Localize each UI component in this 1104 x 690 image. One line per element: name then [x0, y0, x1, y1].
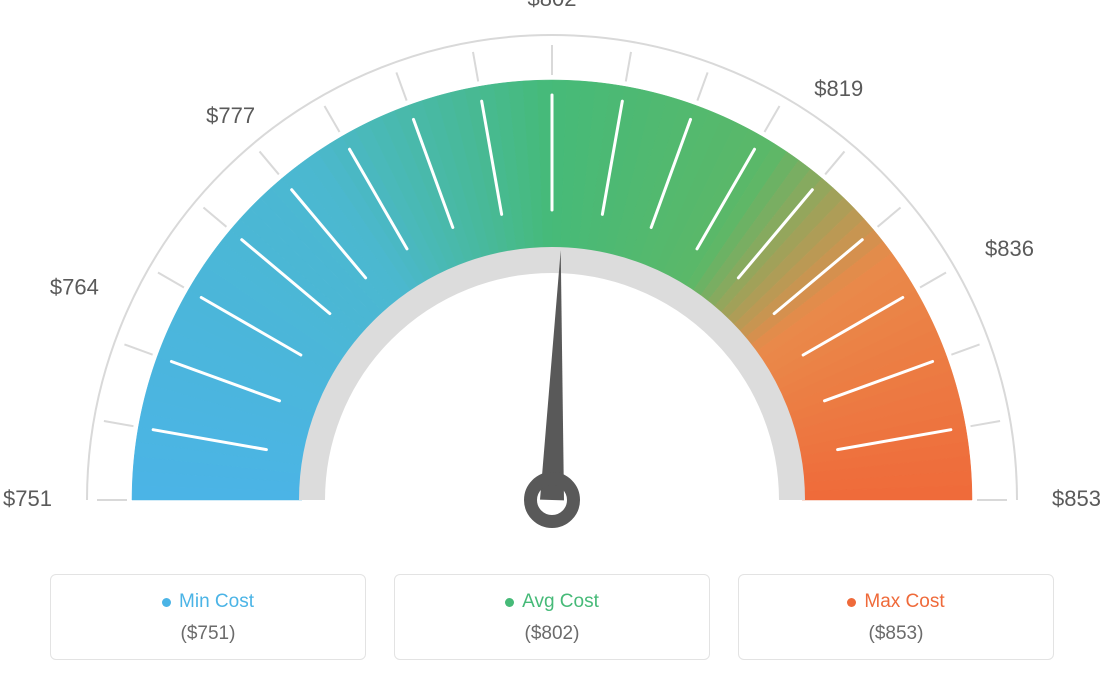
gauge-chart: $751 $764 $777 $802 $819 $836 $853 [0, 0, 1104, 560]
gauge-tick-label: $751 [3, 486, 52, 511]
dot-icon [162, 598, 171, 607]
gauge-tick-label: $819 [814, 76, 863, 101]
gauge-tick-label: $853 [1052, 486, 1101, 511]
gauge-tick-label: $764 [50, 275, 99, 300]
legend-title-min: Min Cost [162, 591, 254, 613]
gauge-tick-label: $836 [985, 236, 1034, 261]
legend-title-max: Max Cost [847, 591, 944, 613]
legend-value: ($802) [405, 623, 699, 645]
legend-card-min: Min Cost ($751) [50, 574, 366, 660]
legend-card-max: Max Cost ($853) [738, 574, 1054, 660]
legend-label: Avg Cost [522, 591, 599, 613]
legend-card-avg: Avg Cost ($802) [394, 574, 710, 660]
dot-icon [505, 598, 514, 607]
legend-title-avg: Avg Cost [505, 591, 599, 613]
dot-icon [847, 598, 856, 607]
gauge-needle [540, 250, 564, 500]
gauge-tick-label: $802 [528, 0, 577, 11]
legend-row: Min Cost ($751) Avg Cost ($802) Max Cost… [50, 574, 1054, 660]
legend-value: ($751) [61, 623, 355, 645]
gauge-tick-label: $777 [206, 103, 255, 128]
chart-container: $751 $764 $777 $802 $819 $836 $853 Min Cost ($… [0, 0, 1104, 690]
legend-label: Max Cost [864, 591, 944, 613]
legend-label: Min Cost [179, 591, 254, 613]
legend-value: ($853) [749, 623, 1043, 645]
